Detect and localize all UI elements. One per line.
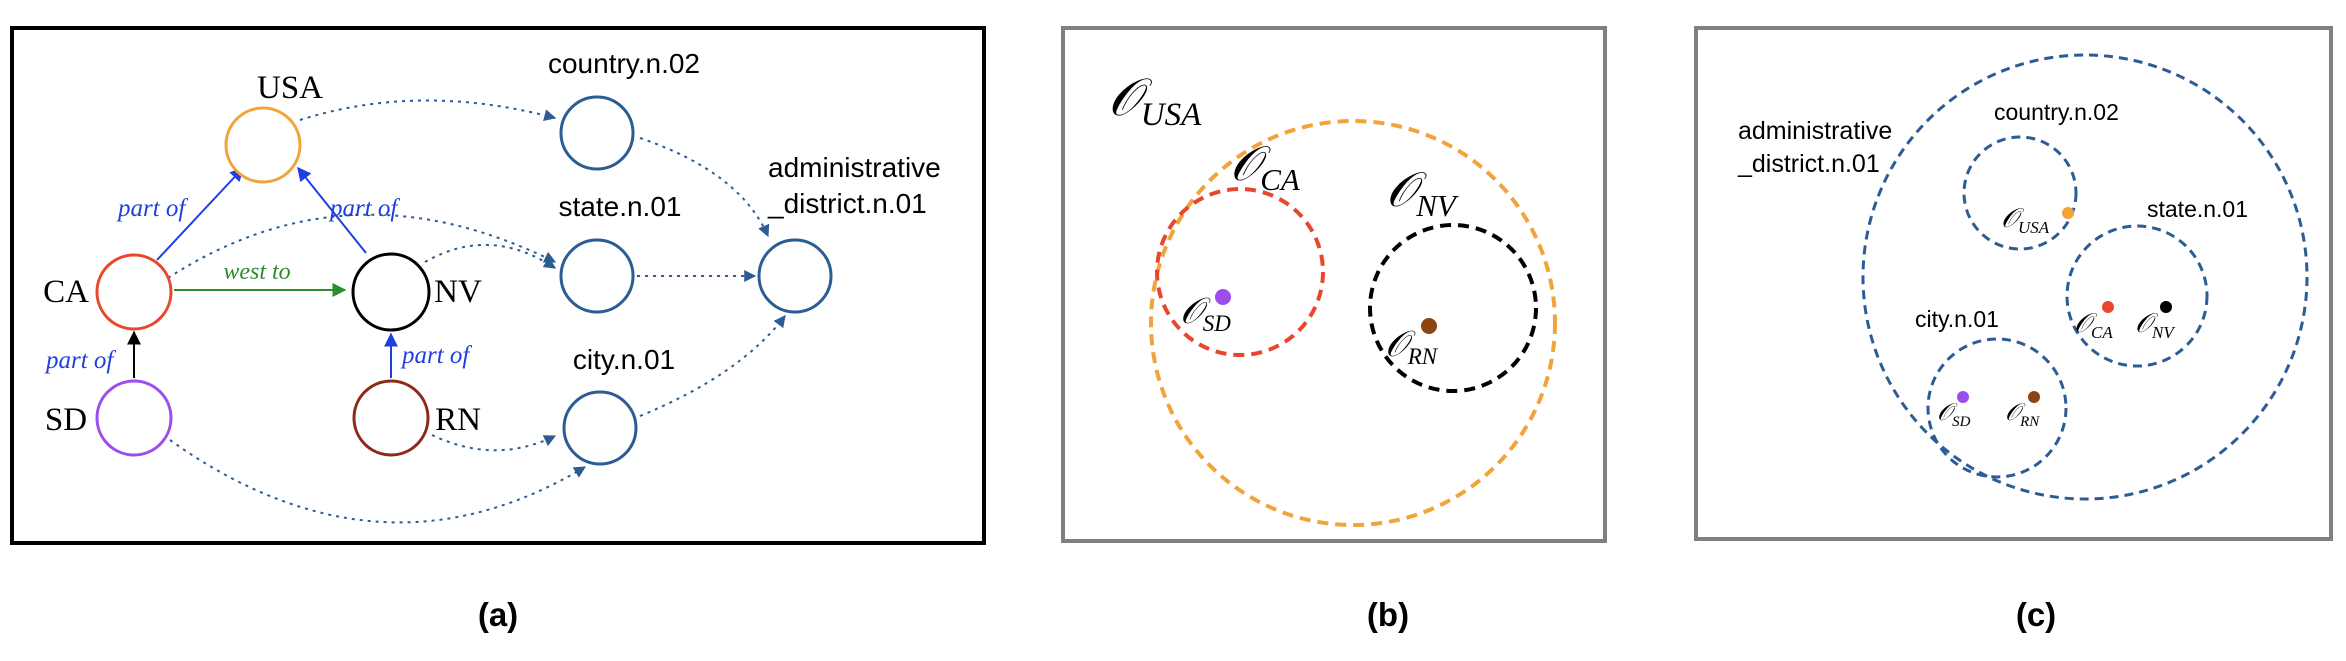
point-rn — [1421, 318, 1437, 334]
caption-c: (c) — [2016, 596, 2056, 633]
label-state: state.n.01 — [559, 191, 682, 222]
edge-label-rn-nv: part of — [400, 342, 472, 369]
point-label-usa-c-sub: USA — [2018, 218, 2050, 237]
node-nv — [351, 252, 431, 332]
region-label-state: state.n.01 — [2147, 196, 2248, 222]
point-label-rn-c-sub: RN — [2019, 414, 2040, 430]
node-state — [559, 238, 635, 314]
point-label-nv-c: 𝒪NV — [2135, 308, 2176, 342]
label-nv: NV — [434, 274, 482, 310]
region-label-city: city.n.01 — [1915, 306, 1999, 332]
point-label-ca-c-sub: CA — [2091, 323, 2113, 342]
region-label-nv-sub: NV — [1415, 188, 1459, 223]
edge-label-sd-ca: part of — [44, 347, 116, 374]
label-ca: CA — [43, 274, 89, 310]
point-label-rn-sub: RN — [1407, 344, 1439, 369]
point-label-sd-c: 𝒪SD — [1937, 400, 1971, 430]
point-sd-c — [1957, 391, 1969, 403]
caption-b: (b) — [1367, 596, 1409, 633]
label-usa: USA — [257, 70, 323, 106]
region-label-usa-sub: USA — [1141, 97, 1202, 133]
point-usa — [2062, 207, 2074, 219]
node-rn — [352, 379, 430, 457]
region-label-usa: 𝒪USA — [1108, 70, 1202, 133]
region-label-admin-line2: _district.n.01 — [1737, 150, 1880, 178]
region-country — [1962, 135, 2078, 251]
region-label-country: country.n.02 — [1994, 99, 2119, 125]
node-sd — [95, 379, 173, 457]
panel-a-frame — [10, 26, 986, 545]
panel-c-frame — [1694, 26, 2333, 541]
region-label-ca-sub: CA — [1260, 162, 1301, 197]
region-label-admin-line1: administrative — [1738, 117, 1892, 145]
region-ca — [1155, 187, 1325, 357]
point-nv — [2160, 301, 2172, 313]
concept-edges — [167, 99, 786, 524]
edge-label-ca-usa: part of — [116, 195, 188, 222]
point-label-rn-c: 𝒪RN — [2005, 400, 2040, 430]
edge-usa-country — [299, 99, 557, 122]
point-label-nv-c-sub: NV — [2151, 323, 2176, 342]
edge-country-admin — [639, 137, 770, 238]
node-city — [562, 390, 638, 466]
panel-c: administrative _district.n.01 country.n.… — [1694, 26, 2333, 633]
label-country: country.n.02 — [548, 48, 700, 79]
region-city — [1926, 337, 2068, 479]
point-label-sd-c-sub: SD — [1952, 414, 1971, 430]
point-ca — [2102, 301, 2114, 313]
edge-ca-usa — [156, 166, 244, 261]
label-admin-line1: administrative — [768, 152, 941, 183]
node-ca — [95, 253, 173, 331]
edge-label-nv-usa: part of — [328, 195, 400, 222]
region-label-nv: 𝒪NV — [1386, 164, 1459, 223]
point-sd — [1215, 289, 1231, 305]
region-usa — [1149, 119, 1557, 527]
panel-b-frame — [1061, 26, 1607, 543]
label-admin-line2: _district.n.01 — [767, 188, 927, 219]
edge-ca-state — [167, 213, 557, 279]
point-label-sd-sub: SD — [1203, 311, 1232, 336]
region-admin — [1861, 53, 2309, 501]
panel-b: 𝒪USA 𝒪CA 𝒪NV 𝒪SD 𝒪RN (b) — [1061, 26, 1607, 633]
edge-label-ca-nv: west to — [223, 259, 290, 285]
point-label-ca-c: 𝒪CA — [2074, 308, 2113, 342]
edge-nv-state — [424, 243, 557, 269]
region-nv — [1368, 223, 1538, 393]
point-rn-c — [2028, 391, 2040, 403]
panel-a: USA CA NV SD RN country.n.02 state.n.01 … — [10, 26, 986, 633]
edge-rn-city — [431, 434, 557, 452]
node-admin — [757, 238, 833, 314]
label-city: city.n.01 — [573, 344, 675, 375]
region-label-ca: 𝒪CA — [1230, 138, 1301, 197]
region-state — [2065, 224, 2209, 368]
label-rn: RN — [435, 402, 481, 438]
edge-nv-usa — [297, 166, 367, 254]
node-country — [559, 95, 635, 171]
point-label-usa-c: 𝒪USA — [2001, 203, 2050, 237]
label-sd: SD — [45, 402, 87, 438]
caption-a: (a) — [478, 596, 518, 633]
node-usa — [224, 106, 302, 184]
edge-city-admin — [639, 315, 786, 417]
